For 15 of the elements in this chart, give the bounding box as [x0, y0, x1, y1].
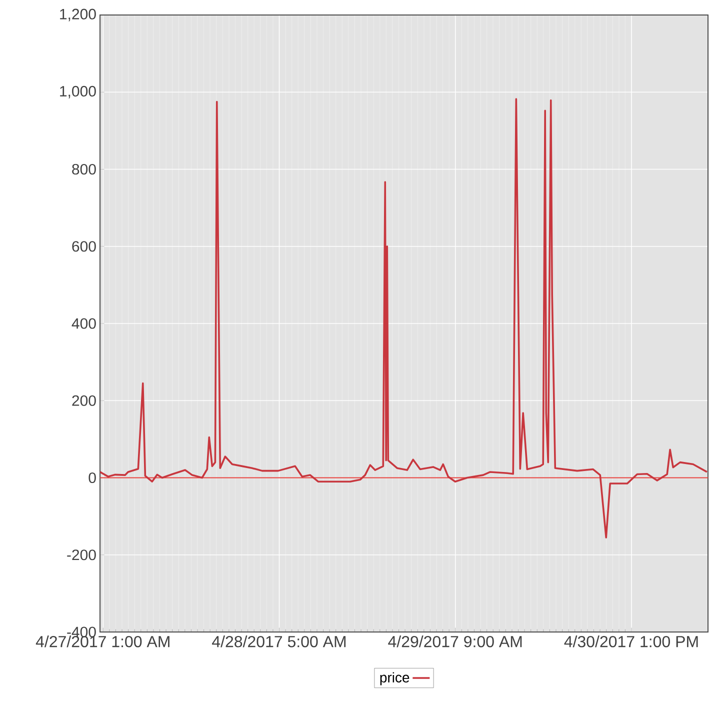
- x-tick-label: 4/30/2017 1:00 PM: [564, 636, 698, 648]
- y-tick-label: -400: [67, 626, 96, 638]
- x-tick-label: 4/29/2017 9:00 AM: [388, 636, 522, 648]
- x-tick-label: 4/28/2017 5:00 AM: [212, 636, 346, 648]
- y-tick-label: 1,200: [60, 8, 96, 22]
- y-tick-label: 800: [72, 164, 96, 175]
- y-tick-label: 400: [72, 318, 96, 329]
- y-tick-label: 200: [72, 395, 96, 406]
- y-tick-label: -200: [67, 550, 96, 560]
- x-tick-label: 4/27/2017 1:00 AM: [36, 636, 170, 648]
- y-tick-label: 600: [72, 241, 96, 252]
- y-tick-label: 1,000: [60, 86, 96, 98]
- y-tick-label: 0: [88, 472, 96, 484]
- legend-label: price: [380, 672, 410, 686]
- line-series: [100, 98, 708, 538]
